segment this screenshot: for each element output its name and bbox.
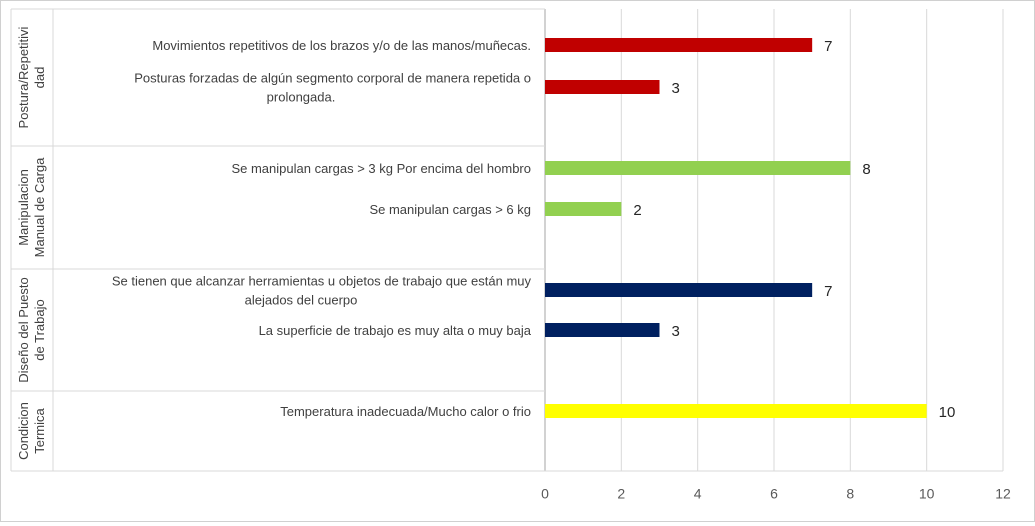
category-group-label-line: de Trabajo	[32, 299, 47, 360]
category-group-label-line: Condicion	[16, 402, 31, 460]
x-tick-label: 10	[919, 486, 935, 502]
category-group-label: CondicionTermica	[16, 402, 47, 460]
category-item-label: Se manipulan cargas > 3 kg Por encima de…	[231, 161, 531, 176]
category-item-label-line: Posturas forzadas de algún segmento corp…	[134, 71, 531, 86]
category-item-label: Se manipulan cargas > 6 kg	[369, 202, 531, 217]
category-group-label-line: Termica	[32, 407, 47, 453]
bar	[545, 323, 660, 337]
category-item-label-line: Se tienen que alcanzar herramientas u ob…	[112, 274, 532, 289]
category-group-label-line: Diseño del Puesto	[16, 277, 31, 383]
category-group-label-line: dad	[32, 67, 47, 89]
bar-data-label: 10	[939, 404, 956, 421]
bar-data-label: 2	[633, 202, 641, 219]
bar	[545, 404, 927, 418]
bar-data-label: 7	[824, 283, 832, 300]
category-item-label-line: alejados del cuerpo	[245, 293, 358, 308]
bar-layer	[545, 38, 927, 418]
bar-data-label: 7	[824, 38, 832, 55]
category-item-label: La superficie de trabajo es muy alta o m…	[259, 323, 532, 338]
category-item-label-line: Movimientos repetitivos de los brazos y/…	[152, 38, 531, 53]
category-item-label: Movimientos repetitivos de los brazos y/…	[152, 38, 531, 53]
category-item-label-line: Se manipulan cargas > 6 kg	[369, 202, 531, 217]
category-item-label-line: prolongada.	[267, 90, 336, 105]
bar	[545, 283, 813, 297]
category-item-label: Posturas forzadas de algún segmento corp…	[134, 71, 531, 105]
bar-data-label: 3	[672, 323, 680, 340]
category-group-label-line: Manual de Carga	[32, 157, 47, 257]
x-tick-label: 0	[541, 486, 549, 502]
category-group-label: Diseño del Puestode Trabajo	[16, 277, 47, 383]
category-item-label-line: La superficie de trabajo es muy alta o m…	[259, 323, 532, 338]
bar	[545, 80, 660, 94]
category-group-label-line: Postura/Repetitivi	[16, 26, 31, 128]
category-group-label: ManipulacionManual de Carga	[16, 157, 47, 257]
bar	[545, 161, 851, 175]
category-group-label-line: Manipulacion	[16, 169, 31, 246]
x-tick-label: 12	[995, 486, 1011, 502]
category-item-label: Se tienen que alcanzar herramientas u ob…	[112, 274, 532, 308]
category-item-label-line: Se manipulan cargas > 3 kg Por encima de…	[231, 161, 531, 176]
x-tick-label: 6	[770, 486, 778, 502]
bar-data-label: 3	[672, 80, 680, 97]
bar-data-label: 8	[862, 161, 870, 178]
category-frame-layer	[10, 8, 545, 471]
x-tick-label: 4	[694, 486, 702, 502]
category-group-label: Postura/Repetitividad	[16, 26, 47, 128]
label-layer: 0 2 4 6 8 10 12 Postura/Repetitividad 7 Movimient…	[16, 26, 1011, 501]
bar	[545, 202, 622, 216]
category-item-label-line: Temperatura inadecuada/Mucho calor o fri…	[280, 404, 531, 419]
category-item-label: Temperatura inadecuada/Mucho calor o fri…	[280, 404, 531, 419]
x-tick-label: 8	[846, 486, 854, 502]
x-tick-label: 2	[617, 486, 625, 502]
bar	[545, 38, 813, 52]
